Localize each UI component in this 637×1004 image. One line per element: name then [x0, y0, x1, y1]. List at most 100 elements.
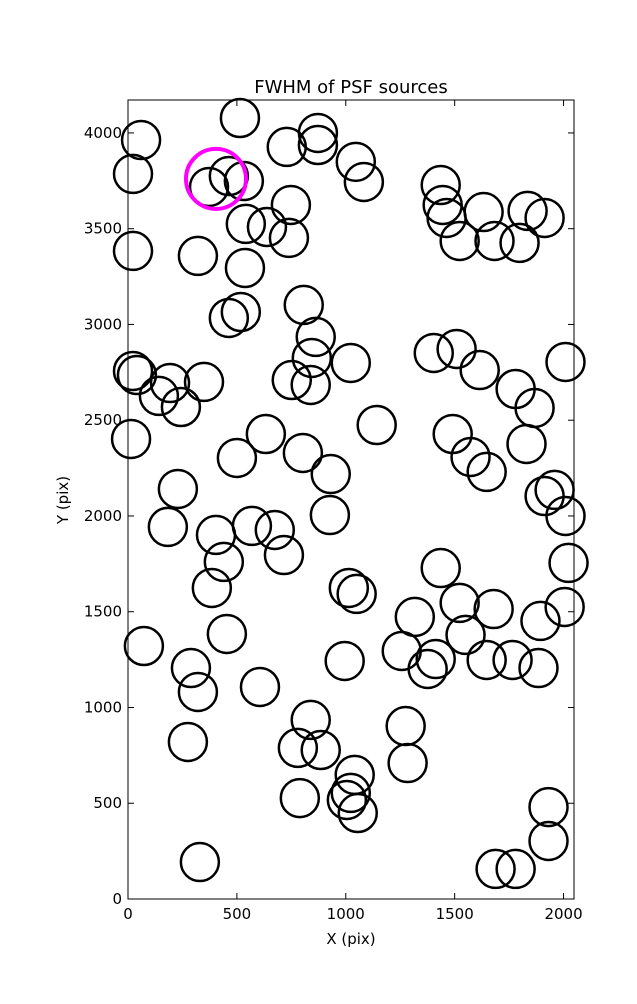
plot-frame — [127, 99, 575, 900]
source-circle — [475, 848, 516, 890]
source-circle — [291, 337, 333, 379]
source-circle — [337, 792, 379, 834]
source-circle — [223, 160, 265, 202]
source-circle — [473, 588, 514, 630]
source-circle — [177, 235, 219, 277]
source-circle — [208, 297, 250, 339]
source-circle — [534, 469, 575, 511]
source-circle — [112, 153, 154, 195]
source-circle — [254, 509, 296, 551]
source-circle — [290, 364, 331, 406]
source-circle — [432, 413, 473, 455]
source-circle — [387, 742, 428, 784]
source-circle — [246, 206, 288, 248]
source-circle — [310, 453, 351, 495]
source-circle — [160, 386, 202, 428]
source-circle — [507, 190, 548, 232]
source-circle — [183, 361, 225, 403]
y-tick-label: 3500 — [84, 220, 122, 238]
source-circle — [436, 328, 477, 370]
source-circle — [203, 541, 245, 583]
source-circle — [167, 721, 209, 763]
source-circle — [283, 284, 324, 326]
x-axis-label: X (pix) — [326, 930, 375, 948]
source-circle — [413, 332, 455, 374]
source-circle — [225, 203, 267, 245]
y-tick-label: 2500 — [84, 411, 122, 429]
source-circle — [506, 423, 547, 465]
source-circle — [499, 222, 540, 264]
source-circle — [270, 184, 312, 226]
source-circle — [138, 375, 180, 417]
source-circle — [492, 639, 533, 681]
source-circle — [191, 567, 233, 609]
source-circle — [206, 613, 248, 655]
source-circle — [297, 112, 339, 154]
source-circle — [120, 119, 162, 161]
source-circle — [268, 217, 310, 259]
y-tick-label: 1500 — [84, 603, 122, 621]
source-circle — [219, 97, 261, 139]
x-tick-label: 2000 — [544, 905, 582, 923]
source-circle — [545, 495, 586, 537]
source-circle — [336, 573, 377, 615]
x-tick-label: 1000 — [327, 905, 365, 923]
y-tick-label: 500 — [93, 794, 122, 812]
y-tick-label: 1000 — [84, 698, 122, 716]
source-circle — [123, 625, 165, 667]
source-circle — [466, 639, 507, 681]
source-circle — [439, 582, 480, 624]
source-circle — [524, 197, 565, 239]
source-circle — [224, 247, 266, 289]
source-circle — [459, 349, 500, 391]
source-circle — [326, 779, 368, 821]
source-circle — [170, 647, 212, 689]
source-circle — [474, 220, 515, 262]
source-circle — [282, 432, 324, 474]
source-circle — [149, 362, 191, 404]
y-axis-label: Y (pix) — [54, 476, 72, 525]
x-tick-label: 0 — [123, 905, 133, 923]
source-circle — [183, 146, 248, 211]
y-tick-label: 2000 — [84, 507, 122, 525]
source-circle — [495, 848, 536, 890]
source-circle — [330, 342, 372, 384]
source-circle — [300, 729, 341, 771]
source-circle — [216, 437, 258, 479]
source-circle — [231, 505, 273, 547]
source-circle — [528, 820, 569, 862]
source-circle — [245, 413, 287, 455]
source-circle — [426, 197, 467, 239]
source-circle — [445, 614, 486, 656]
source-circle — [157, 468, 199, 510]
source-circle — [385, 705, 426, 747]
source-circle — [295, 316, 336, 358]
source-circle — [466, 451, 507, 493]
source-circle — [220, 291, 262, 333]
source-circle — [548, 542, 589, 584]
source-circle — [439, 220, 480, 262]
source-circle — [277, 727, 319, 769]
source-circle — [112, 230, 154, 272]
source-circle — [420, 547, 461, 589]
source-circle — [147, 506, 189, 548]
source-circle — [335, 141, 377, 183]
source-circle — [328, 567, 370, 609]
source-circle — [263, 534, 305, 576]
y-tick-label: 0 — [112, 890, 122, 908]
source-circle — [407, 648, 448, 690]
source-circle — [381, 630, 422, 672]
source-circle — [518, 647, 559, 689]
chart-title: FWHM of PSF sources — [254, 77, 448, 98]
source-circle — [116, 354, 158, 396]
source-circle — [239, 666, 281, 708]
source-circle — [450, 436, 491, 478]
source-circle — [343, 161, 385, 203]
source-circle — [394, 596, 436, 638]
source-circle — [544, 586, 585, 628]
source-circle — [177, 671, 219, 713]
source-circle — [330, 772, 372, 814]
source-circle — [188, 166, 230, 208]
source-circle — [297, 124, 339, 166]
